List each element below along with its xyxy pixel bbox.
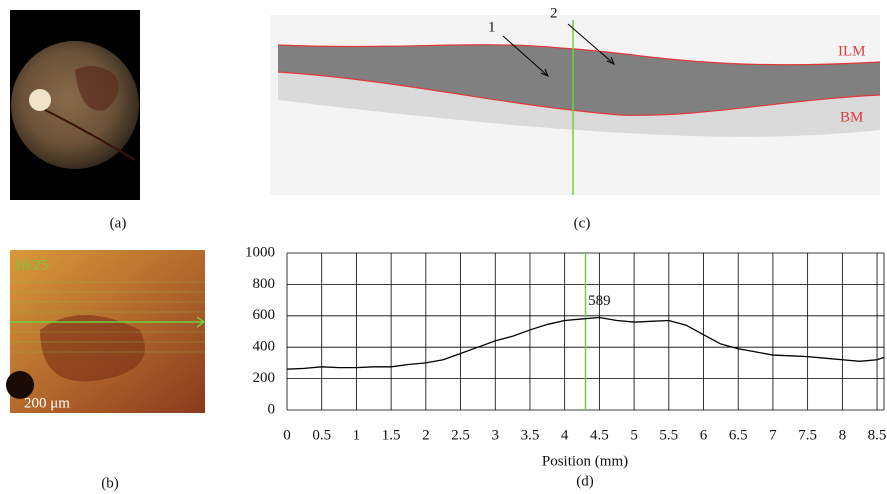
- layer-label: BM: [840, 109, 863, 125]
- peak-label: 589: [588, 293, 611, 309]
- x-tick-label: 5.5: [659, 427, 678, 443]
- arrow-label: 1: [488, 19, 496, 35]
- x-tick-label: 2: [422, 427, 430, 443]
- x-tick-label: 0: [283, 427, 291, 443]
- panel-label: (c): [574, 215, 591, 231]
- y-tick-label: 200: [253, 370, 276, 386]
- x-tick-label: 3.5: [521, 427, 540, 443]
- slo-image: [6, 250, 206, 413]
- scan-label: 16/25: [14, 257, 48, 273]
- x-tick-label: 7.5: [798, 427, 817, 443]
- x-tick-label: 4: [561, 427, 569, 443]
- x-tick-label: 5: [630, 427, 638, 443]
- fundus-image: [10, 10, 140, 200]
- arrow-label: 2: [550, 5, 558, 21]
- x-tick-label: 8: [839, 427, 847, 443]
- y-tick-label: 400: [253, 339, 276, 355]
- x-tick-label: 8.5: [868, 427, 887, 443]
- y-tick-label: 800: [253, 276, 276, 292]
- layer-label: ILM: [838, 43, 866, 59]
- data-line: [286, 316, 885, 370]
- y-tick-label: 1000: [245, 244, 275, 260]
- x-tick-label: 1: [353, 427, 361, 443]
- x-tick-label: 1.5: [382, 427, 401, 443]
- x-axis-title: Position (mm): [542, 453, 628, 469]
- panel-label: (a): [110, 215, 127, 231]
- x-tick-label: 7: [769, 427, 777, 443]
- x-tick-label: 6: [700, 427, 708, 443]
- x-tick-label: 2.5: [451, 427, 470, 443]
- y-tick-label: 0: [268, 401, 276, 417]
- scale-label: 200 μm: [24, 395, 70, 411]
- oct-image: [270, 15, 881, 195]
- panel-label: (b): [101, 475, 119, 491]
- line-chart: 0 200 400 600 800 1000 0 0.5 1 1.5 2 2.5 3 3.5 4 4.5 5 5.…: [245, 244, 886, 443]
- y-tick-label: 600: [253, 307, 276, 323]
- x-tick-label: 4.5: [590, 427, 609, 443]
- x-tick-label: 6.5: [729, 427, 748, 443]
- x-tick-label: 0.5: [312, 427, 331, 443]
- panel-label: (d): [576, 473, 594, 489]
- x-tick-label: 3: [492, 427, 500, 443]
